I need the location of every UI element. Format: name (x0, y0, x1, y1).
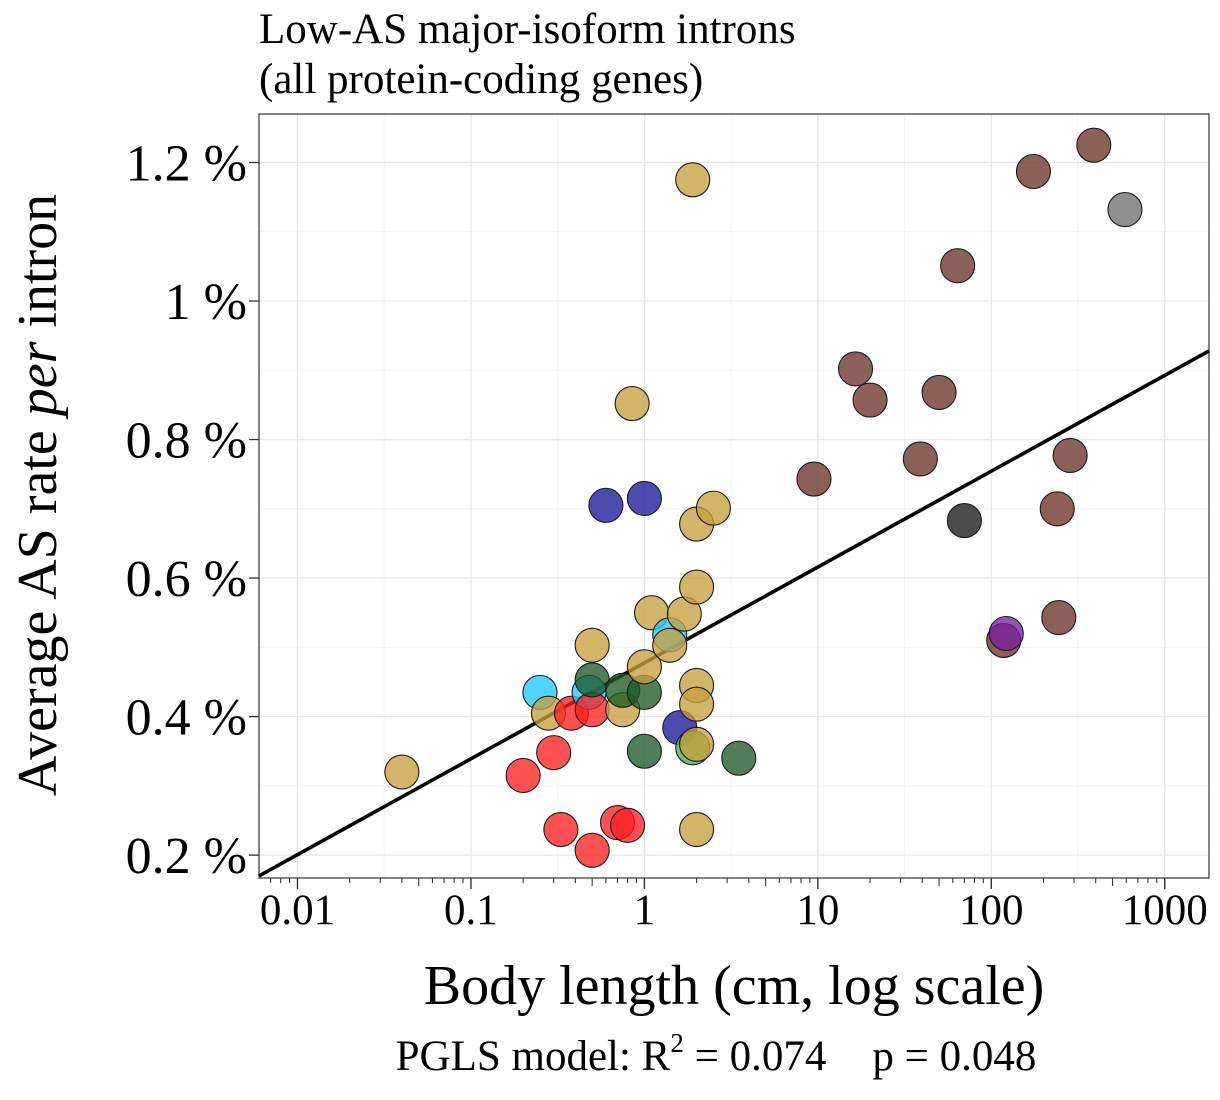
x-tick-label: 1 (634, 887, 656, 934)
data-point (1107, 192, 1143, 228)
data-point (1015, 153, 1051, 190)
data-point (837, 351, 874, 387)
y-tick-label: 0.2 % (126, 828, 247, 885)
caption-r2: = 0.074 (683, 1033, 827, 1080)
data-point (536, 735, 572, 771)
data-point (852, 382, 888, 418)
data-point (1041, 600, 1077, 636)
data-point (626, 733, 662, 769)
axis-ticks: 0.2 % 0.4 % 0.6 % 0.8 % 1 % 1.2 % 0.01 0.1 1 10 10… (126, 135, 1208, 934)
data-point (574, 832, 610, 868)
data-point (384, 754, 420, 790)
data-point (940, 248, 976, 284)
data-point (988, 615, 1024, 652)
data-point (1076, 127, 1112, 163)
x-tick-label: 10 (796, 887, 839, 934)
data-points (384, 127, 1143, 868)
data-point (574, 692, 610, 728)
caption-prefix: PGLS model: R (395, 1033, 671, 1080)
y-tick-label: 1 % (165, 274, 247, 331)
data-point (574, 627, 610, 663)
x-tick-label: 1000 (1122, 887, 1208, 934)
chart-title-line-2: (all protein-coding genes) (259, 56, 704, 103)
data-point (574, 662, 610, 698)
data-point (652, 627, 688, 663)
y-tick-label: 1.2 % (126, 135, 247, 192)
data-point (721, 740, 757, 776)
data-point (588, 487, 624, 523)
data-point (695, 490, 731, 526)
caption-superscript: 2 (670, 1028, 684, 1058)
regression-line-group (258, 349, 1210, 878)
data-point (946, 503, 982, 539)
y-tick-label: 0.6 % (126, 551, 247, 608)
y-tick-label: 0.8 % (126, 413, 247, 470)
data-point (626, 480, 662, 516)
plot-panel-border (258, 113, 1210, 879)
data-point (1039, 491, 1075, 527)
data-point (505, 757, 541, 794)
data-point (921, 374, 957, 410)
x-tick-label: 0.01 (260, 887, 335, 934)
data-point (796, 461, 832, 497)
data-point (675, 162, 711, 198)
minor-gridlines (259, 114, 1209, 878)
regression-line (258, 349, 1210, 878)
data-point (679, 569, 715, 605)
data-point (610, 807, 646, 843)
data-point (543, 811, 579, 848)
data-point (902, 441, 938, 477)
data-point (1052, 437, 1088, 474)
data-point (626, 649, 662, 685)
x-axis-label: Body length (cm, log scale) (423, 955, 1045, 1017)
data-point (614, 385, 650, 422)
data-point (679, 726, 715, 762)
chart-title-line-1: Low-AS major-isoform introns (259, 6, 796, 53)
x-tick-label: 100 (959, 887, 1024, 934)
pgls-caption: PGLS model: R2 = 0.074 p = 0.048 (395, 1028, 1037, 1080)
data-point (679, 811, 715, 848)
y-tick-label: 0.4 % (126, 690, 247, 747)
data-point (679, 686, 715, 722)
caption-p: p = 0.048 (872, 1033, 1037, 1080)
x-tick-label: 0.1 (444, 887, 498, 934)
